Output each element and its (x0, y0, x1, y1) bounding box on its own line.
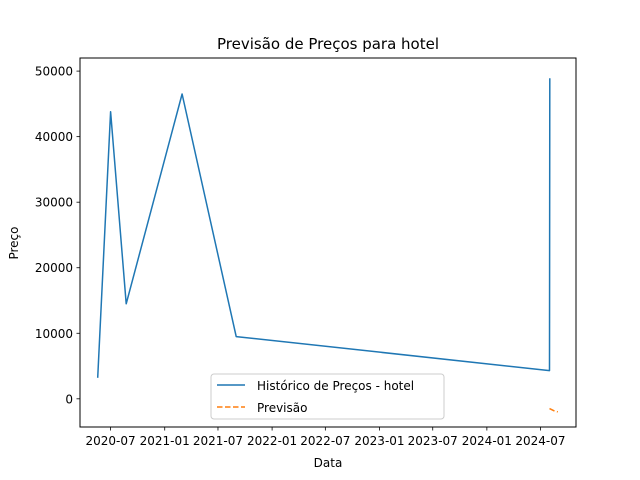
x-tick-label: 2023-07 (408, 434, 458, 448)
series-layer (96, 78, 559, 413)
y-tick-label: 50000 (35, 65, 73, 79)
y-tick-label: 20000 (35, 261, 73, 275)
legend-box (210, 373, 445, 420)
plot-area-frame (79, 57, 577, 428)
x-tick-label: 2023-01 (354, 434, 404, 448)
x-axis: 2020-07 2021-01 2021-07 2022-01 2022-07 2023-… (86, 427, 565, 448)
legend: Histórico de Preços - hotel Previsão (210, 373, 445, 420)
y-tick-label: 10000 (35, 327, 73, 341)
x-tick-label: 2022-01 (247, 434, 297, 448)
y-tick-label: 30000 (35, 196, 73, 210)
x-tick-label: 2020-07 (86, 434, 136, 448)
y-tick-label: 40000 (35, 130, 73, 144)
x-tick-label: 2021-07 (193, 434, 243, 448)
legend-label-previsao: Previsão (257, 401, 307, 415)
series-line-0 (96, 78, 551, 378)
x-tick-label: 2021-01 (140, 434, 190, 448)
x-tick-label: 2024-01 (462, 434, 512, 448)
y-axis-label: Preço (7, 226, 21, 259)
y-axis: 0 10000 20000 30000 40000 50000 (35, 65, 80, 406)
series-line-1 (549, 407, 559, 413)
x-tick-label: 2022-07 (300, 434, 350, 448)
x-tick-label: 2024-07 (515, 434, 565, 448)
chart-title: Previsão de Preços para hotel (217, 35, 439, 53)
x-axis-label: Data (314, 456, 343, 470)
legend-label-historico: Histórico de Preços - hotel (257, 379, 414, 393)
y-tick-label: 0 (65, 392, 73, 406)
